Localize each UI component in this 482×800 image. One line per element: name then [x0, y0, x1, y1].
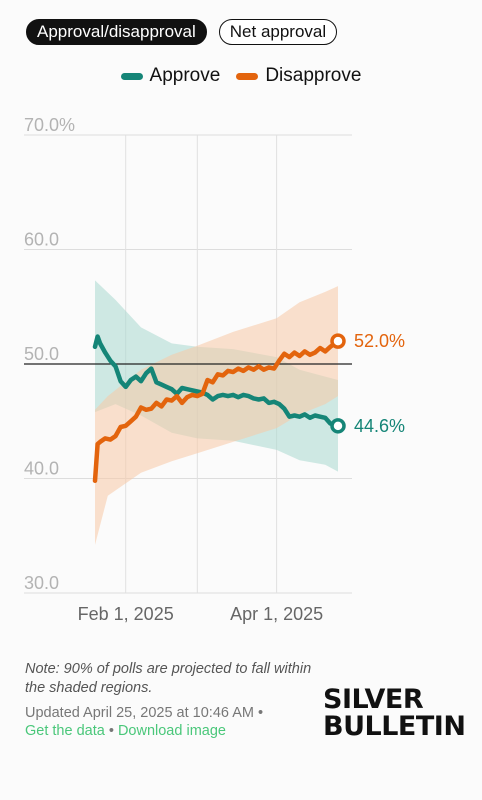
x-tick-label: Feb 1, 2025	[78, 604, 174, 624]
approval-chart: 30.0 40.0 50.0 60.0 70.0% Feb 1, 2025 Apr 1, 2…	[24, 115, 405, 624]
approve-endpoint	[330, 418, 346, 434]
y-tick-label: 50.0	[24, 344, 59, 364]
y-tick-label: 60.0	[24, 230, 59, 250]
legend-label-disapprove: Disapprove	[265, 65, 362, 86]
disapprove-swatch	[236, 72, 259, 80]
logo-line-2: BULLETIN	[323, 711, 466, 742]
download-image-link[interactable]: Download image	[117, 723, 226, 739]
legend-label-approve: Approve	[149, 65, 221, 86]
y-tick-label: 30.0	[24, 573, 59, 593]
footer-note: Note: 90% of polls are projected to fall…	[25, 661, 312, 696]
disapprove-end-label: 52.0%	[354, 331, 405, 351]
legend-item-disapprove: Disapprove	[236, 65, 361, 87]
footer-links: Get the data • Download image	[25, 722, 226, 741]
x-tick-label: Apr 1, 2025	[230, 604, 323, 624]
approve-line	[92, 334, 341, 429]
approval-disapproval-toggle[interactable]: Approval/disapproval	[26, 19, 207, 45]
updated-timestamp: Updated April 25, 2025 at 10:46 AM •	[25, 705, 264, 721]
disapprove-uncertainty-band	[95, 286, 338, 545]
net-approval-toggle[interactable]: Net approval	[218, 19, 338, 45]
approve-swatch	[120, 72, 143, 80]
link-separator: •	[104, 723, 118, 739]
y-tick-label: 40.0	[24, 459, 59, 479]
chart-legend: Approve Disapprove	[0, 65, 482, 87]
logo-line-1: SILVER	[323, 684, 424, 715]
disapprove-endpoint	[330, 333, 346, 349]
view-toggle: Approval/disapproval Net approval	[26, 19, 338, 45]
disapprove-line	[92, 338, 341, 484]
get-data-link[interactable]: Get the data	[25, 723, 105, 739]
y-tick-label: 70.0%	[24, 115, 75, 135]
legend-item-approve: Approve	[120, 65, 221, 87]
silver-bulletin-logo: SILVER BULLETIN	[323, 684, 466, 742]
approve-end-label: 44.6%	[354, 416, 405, 436]
